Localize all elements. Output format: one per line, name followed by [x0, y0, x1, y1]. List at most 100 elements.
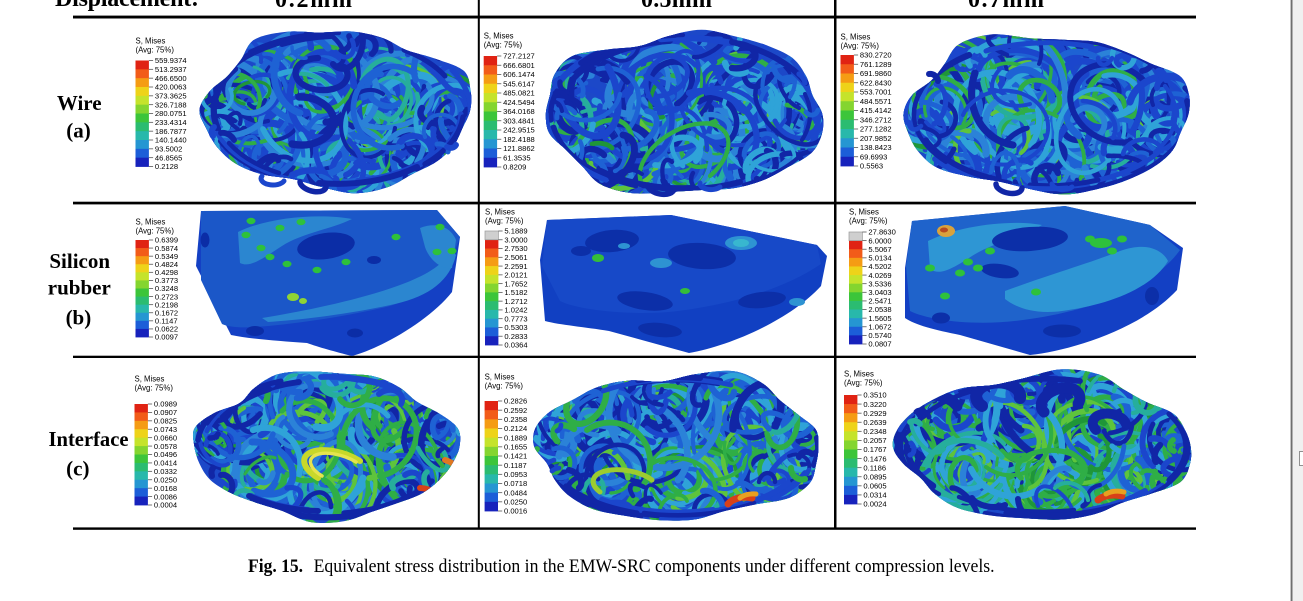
- svg-text:0.2124: 0.2124: [504, 424, 527, 433]
- svg-text:3.5336: 3.5336: [868, 279, 891, 288]
- svg-text:S, Mises: S, Mises: [841, 32, 871, 41]
- svg-text:424.5494: 424.5494: [503, 98, 535, 107]
- svg-text:0.0895: 0.0895: [863, 472, 886, 481]
- svg-text:Wire: Wire: [57, 91, 102, 115]
- svg-text:0.0484: 0.0484: [504, 488, 527, 497]
- svg-text:606.1474: 606.1474: [503, 70, 535, 79]
- svg-text:61.3535: 61.3535: [503, 153, 530, 162]
- svg-text:3.0000: 3.0000: [504, 235, 527, 244]
- svg-text:0.0086: 0.0086: [154, 492, 177, 501]
- svg-text:Displacement:: Displacement:: [55, 0, 199, 12]
- svg-text:(Avg: 75%): (Avg: 75%): [844, 378, 883, 387]
- svg-text:0.2198: 0.2198: [155, 300, 178, 309]
- svg-text:0.0578: 0.0578: [154, 442, 177, 451]
- svg-text:0.1476: 0.1476: [863, 454, 886, 463]
- svg-text:(Avg: 75%): (Avg: 75%): [841, 41, 880, 50]
- svg-text:0.0825: 0.0825: [154, 417, 177, 426]
- svg-text:0.2826: 0.2826: [504, 397, 527, 406]
- svg-text:0.5563: 0.5563: [860, 162, 883, 171]
- svg-text:1.2712: 1.2712: [504, 297, 527, 306]
- svg-text:(b): (b): [66, 306, 92, 330]
- svg-text:140.1440: 140.1440: [155, 136, 187, 145]
- svg-text:666.6801: 666.6801: [503, 61, 535, 70]
- svg-text:0.1672: 0.1672: [155, 308, 178, 317]
- svg-text:93.5002: 93.5002: [155, 145, 182, 154]
- svg-text:0.6399: 0.6399: [155, 236, 178, 245]
- svg-text:46.8565: 46.8565: [155, 153, 182, 162]
- svg-text:S, Mises: S, Mises: [844, 369, 874, 378]
- svg-text:0.0414: 0.0414: [154, 459, 177, 468]
- svg-text:(Avg: 75%): (Avg: 75%): [485, 381, 524, 390]
- svg-text:0.0907: 0.0907: [154, 408, 177, 417]
- svg-text:3.0403: 3.0403: [868, 288, 891, 297]
- svg-text:0.3248: 0.3248: [155, 284, 178, 293]
- svg-text:420.0063: 420.0063: [155, 83, 187, 92]
- svg-text:Equivalent stress distribution: Equivalent stress distribution in the EM…: [314, 556, 995, 577]
- svg-text:0.3220: 0.3220: [863, 400, 886, 409]
- svg-text:0.4298: 0.4298: [155, 268, 178, 277]
- svg-text:2.0538: 2.0538: [868, 305, 891, 314]
- svg-text:0.0953: 0.0953: [504, 470, 527, 479]
- svg-text:4.0269: 4.0269: [868, 271, 891, 280]
- svg-text:S, Mises: S, Mises: [849, 207, 879, 216]
- svg-text:4.5202: 4.5202: [868, 262, 891, 271]
- svg-text:513.2937: 513.2937: [155, 65, 187, 74]
- svg-text:5.1889: 5.1889: [504, 227, 527, 236]
- svg-text:415.4142: 415.4142: [860, 106, 892, 115]
- svg-text:5.5067: 5.5067: [868, 245, 891, 254]
- svg-text:545.6147: 545.6147: [503, 79, 535, 88]
- svg-text:S, Mises: S, Mises: [136, 36, 166, 45]
- svg-text:Interface: Interface: [49, 427, 129, 451]
- svg-text:233.4314: 233.4314: [155, 118, 187, 127]
- svg-text:277.1282: 277.1282: [860, 125, 892, 134]
- svg-text:(Avg: 75%): (Avg: 75%): [136, 226, 175, 235]
- svg-text:2.2591: 2.2591: [504, 262, 527, 271]
- svg-text:0.3773: 0.3773: [155, 276, 178, 285]
- svg-text:0.1421: 0.1421: [504, 452, 527, 461]
- svg-text:0.1767: 0.1767: [863, 445, 886, 454]
- svg-text:Silicon: Silicon: [49, 249, 110, 273]
- svg-text:Fig. 15.: Fig. 15.: [248, 556, 303, 577]
- svg-text:691.9860: 691.9860: [860, 69, 892, 78]
- svg-text:5.0134: 5.0134: [868, 254, 891, 263]
- svg-text:0.5303: 0.5303: [504, 323, 527, 332]
- svg-text:S, Mises: S, Mises: [485, 207, 515, 216]
- svg-text:0.2057: 0.2057: [863, 436, 886, 445]
- svg-text:182.4188: 182.4188: [503, 135, 535, 144]
- svg-text:0.0004: 0.0004: [154, 501, 177, 510]
- svg-text:242.9515: 242.9515: [503, 126, 535, 135]
- svg-text:rubber: rubber: [48, 276, 111, 300]
- svg-text:0.3510: 0.3510: [863, 391, 886, 400]
- svg-text:0.0364: 0.0364: [504, 341, 527, 350]
- svg-text:1.5182: 1.5182: [504, 288, 527, 297]
- svg-text:6.0000: 6.0000: [868, 236, 891, 245]
- svg-text:0.0332: 0.0332: [154, 467, 177, 476]
- svg-text:761.1289: 761.1289: [860, 60, 892, 69]
- svg-text:0.4824: 0.4824: [155, 260, 178, 269]
- svg-text:1.0242: 1.0242: [504, 306, 527, 315]
- svg-text:553.7001: 553.7001: [860, 88, 892, 97]
- svg-text:0.1186: 0.1186: [863, 463, 886, 472]
- svg-text:0.2833: 0.2833: [504, 332, 527, 341]
- svg-text:(Avg: 75%): (Avg: 75%): [135, 383, 174, 392]
- svg-text:0.1889: 0.1889: [504, 433, 527, 442]
- svg-text:2.7530: 2.7530: [504, 244, 527, 253]
- svg-text:0.0622: 0.0622: [155, 325, 178, 334]
- svg-text:S, Mises: S, Mises: [135, 374, 165, 383]
- svg-text:186.7877: 186.7877: [155, 127, 187, 136]
- svg-text:559.9374: 559.9374: [155, 56, 187, 65]
- svg-text:280.0751: 280.0751: [155, 109, 187, 118]
- svg-text:0.0989: 0.0989: [154, 400, 177, 409]
- svg-text:0.1147: 0.1147: [155, 317, 178, 326]
- svg-text:303.4841: 303.4841: [503, 116, 535, 125]
- svg-text:S, Mises: S, Mises: [136, 217, 166, 226]
- svg-text:0.0807: 0.0807: [868, 340, 891, 349]
- svg-text:0.0718: 0.0718: [504, 479, 527, 488]
- svg-text:(Avg: 75%): (Avg: 75%): [136, 45, 175, 54]
- svg-text:69.6993: 69.6993: [860, 152, 887, 161]
- svg-text:2.0121: 2.0121: [504, 271, 527, 280]
- svg-text:0.5874: 0.5874: [155, 244, 178, 253]
- svg-text:27.8630: 27.8630: [868, 228, 895, 237]
- svg-text:373.3625: 373.3625: [155, 92, 187, 101]
- svg-text:0.2358: 0.2358: [504, 415, 527, 424]
